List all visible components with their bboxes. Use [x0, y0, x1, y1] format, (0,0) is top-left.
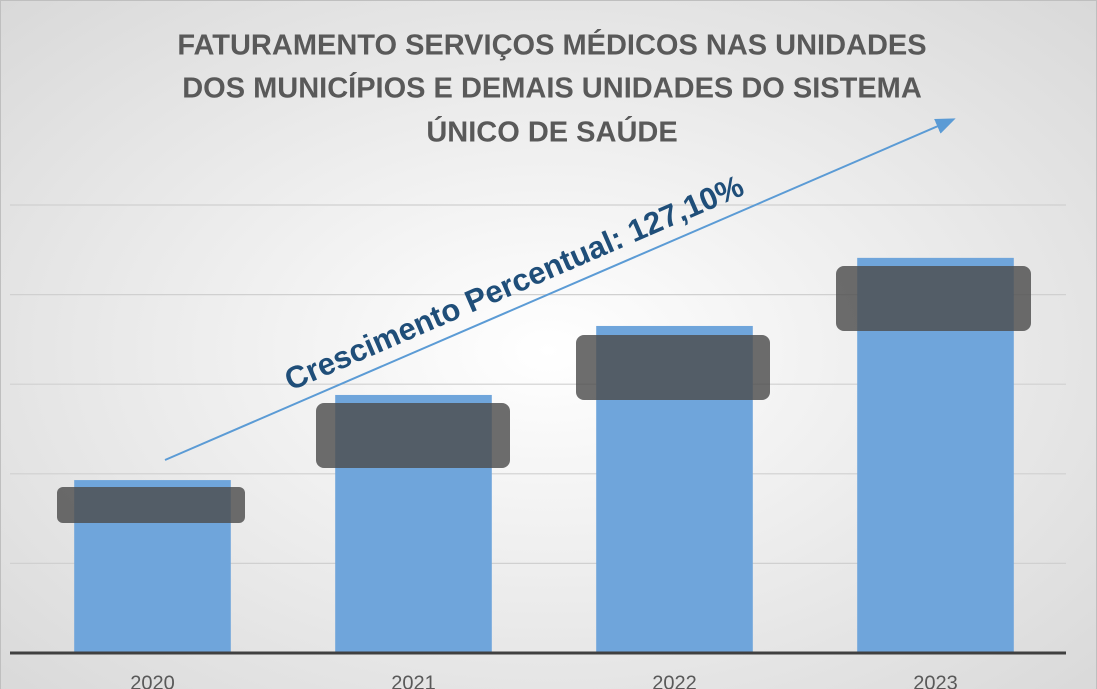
chart-title: FATURAMENTO SERVIÇOS MÉDICOS NAS UNIDADE…: [177, 28, 926, 62]
redaction-box: [576, 335, 770, 400]
x-tick-label: 2022: [652, 672, 697, 689]
redaction-box: [57, 487, 245, 523]
x-tick-label: 2023: [913, 672, 958, 689]
redaction-box: [836, 266, 1031, 331]
x-tick-label: 2021: [391, 672, 436, 689]
chart-title: DOS MUNICÍPIOS E DEMAIS UNIDADES DO SIST…: [182, 71, 922, 105]
redaction-box: [316, 403, 510, 468]
growth-arrow: [164, 118, 956, 461]
redaction-boxes: [57, 266, 1031, 523]
x-tick-label: 2020: [130, 672, 175, 689]
chart-title: ÚNICO DE SAÚDE: [426, 115, 677, 149]
